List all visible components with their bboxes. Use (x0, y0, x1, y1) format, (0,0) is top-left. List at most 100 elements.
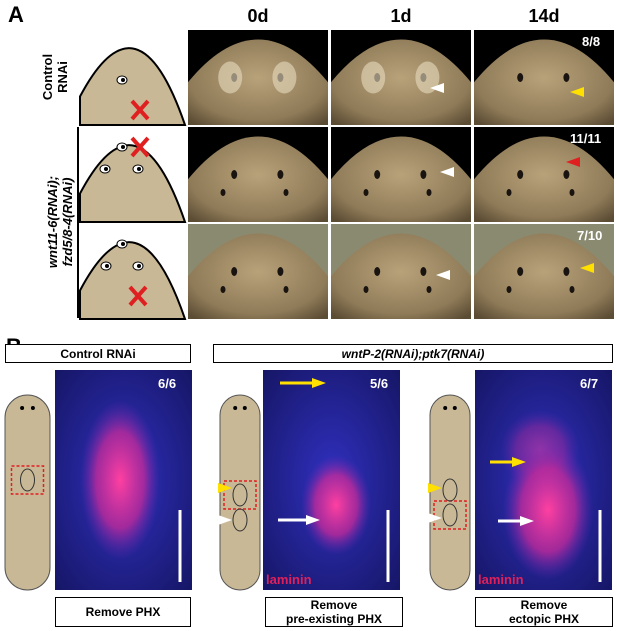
photo-head (331, 233, 471, 319)
eye (220, 189, 226, 196)
arrowhead (430, 83, 444, 93)
stain-signal (503, 440, 593, 580)
eye (420, 267, 427, 276)
eye (420, 170, 427, 179)
eye (283, 286, 289, 293)
arrowhead (218, 515, 232, 525)
row-label: Control RNAi (40, 42, 70, 112)
count: 5/6 (370, 376, 389, 391)
photo-head (188, 233, 328, 319)
cartoon-head (79, 241, 187, 320)
arrowhead (306, 515, 320, 525)
cartoon-pharynx (232, 483, 248, 507)
eye (231, 170, 238, 179)
cartoon-eye (443, 406, 448, 410)
panel-label: A (8, 2, 24, 27)
arrowhead (428, 483, 442, 493)
eye (374, 267, 381, 276)
cartoon-pharynx (232, 508, 248, 532)
remove-mark (128, 285, 148, 307)
cartoon-pupil (121, 145, 125, 149)
eye (231, 267, 238, 276)
line: ectopic PHX (508, 612, 580, 626)
eye (506, 189, 512, 196)
line: wnt11-6(RNAi); (45, 175, 60, 269)
photo-head (188, 136, 328, 222)
count: 6/7 (580, 376, 599, 391)
action-box: Remove PHX (55, 597, 191, 627)
line: pre-existing PHX (285, 612, 383, 626)
arrowhead (218, 483, 232, 493)
arrowhead (512, 457, 526, 467)
removal-box (10, 465, 45, 495)
cartoon-pharynx (442, 503, 458, 527)
eye-spot (415, 61, 440, 94)
cartoon-head (79, 47, 187, 126)
line: Remove (520, 598, 568, 612)
eye (506, 286, 512, 293)
arrowhead (428, 513, 442, 523)
line: Remove (310, 598, 358, 612)
cartoon-pupil (137, 264, 141, 268)
cartoon-pupil (121, 242, 125, 246)
eye (426, 189, 432, 196)
cartoon-worm (4, 394, 51, 591)
eye-spot (361, 61, 386, 94)
line: RNAi (55, 61, 70, 93)
photo-head (331, 39, 471, 125)
stain-label: laminin (266, 572, 312, 587)
column-header: 14d (528, 6, 560, 26)
arrowhead (566, 157, 580, 167)
group-box: wntP-2(RNAi);ptk7(RNAi) (213, 344, 613, 363)
cartoon-eye (452, 406, 457, 410)
cartoon-pupil (104, 167, 108, 171)
eye (569, 286, 575, 293)
cartoon-pharynx (442, 478, 458, 502)
arrowhead (580, 263, 594, 273)
eye (517, 73, 524, 82)
photo-head (474, 233, 614, 319)
count: 8/8 (582, 34, 601, 49)
action-box: Remove pre-existing PHX (265, 597, 403, 627)
line: Remove PHX (85, 605, 161, 619)
cartoon-eye (30, 406, 35, 410)
eye (283, 189, 289, 196)
cartoon-head (79, 144, 187, 223)
cartoon-pharynx (20, 468, 35, 492)
remove-mark (130, 136, 150, 158)
arrowhead (440, 167, 454, 177)
eye-spot (218, 61, 243, 94)
eye (363, 189, 369, 196)
eye (277, 267, 284, 276)
action-box: Remove ectopic PHX (475, 597, 613, 627)
eye (563, 267, 570, 276)
eye-spot (272, 61, 297, 94)
photo-head (474, 39, 614, 125)
eye (220, 286, 226, 293)
arrowhead (570, 87, 584, 97)
line: Control (40, 53, 55, 101)
count: 11/11 (570, 131, 602, 146)
eye (517, 170, 524, 179)
count: 6/6 (158, 376, 177, 391)
cartoon-eye (233, 406, 238, 410)
cartoon-eye (242, 406, 247, 410)
cartoon-eye (20, 406, 25, 410)
photo-head (188, 39, 328, 125)
cartoon-pupil (105, 264, 109, 268)
group-box: Control RNAi (5, 344, 191, 363)
stain-signal (301, 455, 371, 555)
cartoon-worm (429, 394, 471, 591)
eye (563, 170, 570, 179)
eye (569, 189, 575, 196)
stain-label: laminin (478, 572, 524, 587)
count: 7/10 (577, 228, 603, 243)
column-header: 0d (247, 6, 269, 26)
eye (517, 267, 524, 276)
stain-signal (80, 400, 160, 560)
eye (277, 170, 284, 179)
arrowhead (520, 516, 534, 526)
remove-mark (130, 99, 150, 121)
arrowhead (312, 378, 326, 388)
